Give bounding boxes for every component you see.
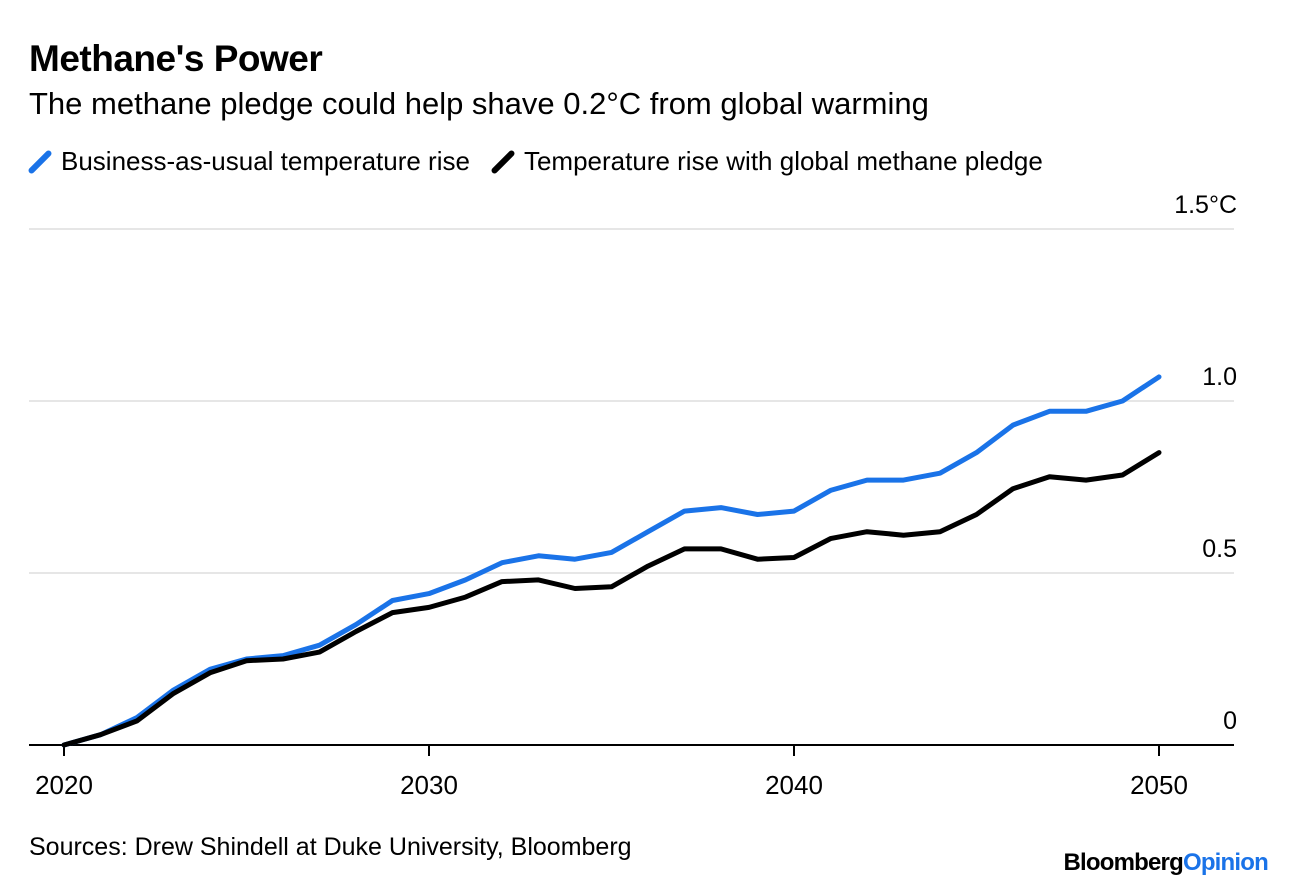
brand-logo: BloombergOpinion	[1063, 849, 1268, 877]
legend-item-with-pledge: Temperature rise with global methane ple…	[490, 146, 1043, 177]
brand-name: Bloomberg	[1063, 849, 1183, 876]
y-tick-label: 1.0	[1202, 363, 1237, 391]
legend-label-with-pledge: Temperature rise with global methane ple…	[523, 146, 1043, 176]
brand-suffix: Opinion	[1182, 849, 1269, 876]
x-tick-label: 2040	[765, 770, 823, 800]
y-tick-label: 1.5°C	[1174, 191, 1237, 219]
x-tick-label: 2020	[35, 770, 93, 800]
x-tick-label: 2030	[400, 770, 458, 800]
source-note: Sources: Drew Shindell at Duke Universit…	[29, 833, 632, 861]
x-tick-label: 2050	[1130, 770, 1188, 800]
y-tick-label: 0.5	[1202, 535, 1237, 563]
chart-subtitle: The methane pledge could help shave 0.2°…	[29, 86, 929, 121]
legend-label-business-as-usual: Business-as-usual temperature rise	[61, 146, 470, 176]
series-line-business-as-usual	[61, 374, 1162, 748]
y-tick-label: 0	[1223, 707, 1237, 735]
legend: Business-as-usual temperature rise Tempe…	[27, 146, 1065, 177]
legend-item-business-as-usual: Business-as-usual temperature rise	[27, 146, 470, 177]
series-line-with-pledge	[61, 450, 1162, 748]
chart-title: Methane's Power	[29, 38, 323, 79]
